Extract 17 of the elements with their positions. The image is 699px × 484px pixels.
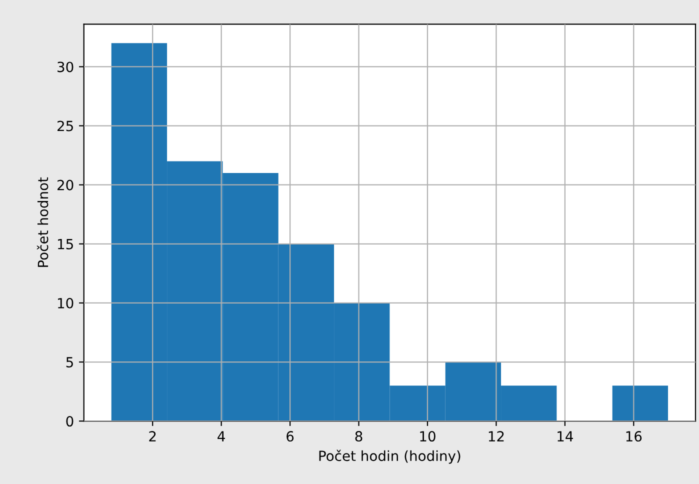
y-tick-label: 5 xyxy=(66,357,73,368)
x-tick-label: 2 xyxy=(149,431,156,442)
x-tick-label: 8 xyxy=(355,431,362,442)
y-tick-label: 0 xyxy=(66,416,74,427)
x-tick-label: 12 xyxy=(488,431,504,442)
x-tick-label: 4 xyxy=(218,431,225,442)
x-axis-title: Počet hodin (hodiny) xyxy=(319,450,460,464)
x-tick-label: 16 xyxy=(626,431,642,442)
y-tick-label: 25 xyxy=(58,120,73,132)
y-tick-label: 20 xyxy=(58,180,74,190)
x-tick-label: 10 xyxy=(420,431,436,442)
x-tick-label: 6 xyxy=(286,431,294,442)
x-tick-label: 14 xyxy=(558,431,573,442)
y-tick-label: 10 xyxy=(58,298,74,308)
y-axis-title: Počet hodnot xyxy=(36,177,48,267)
y-tick-label: 30 xyxy=(58,62,74,72)
y-tick-label: 15 xyxy=(58,239,73,250)
